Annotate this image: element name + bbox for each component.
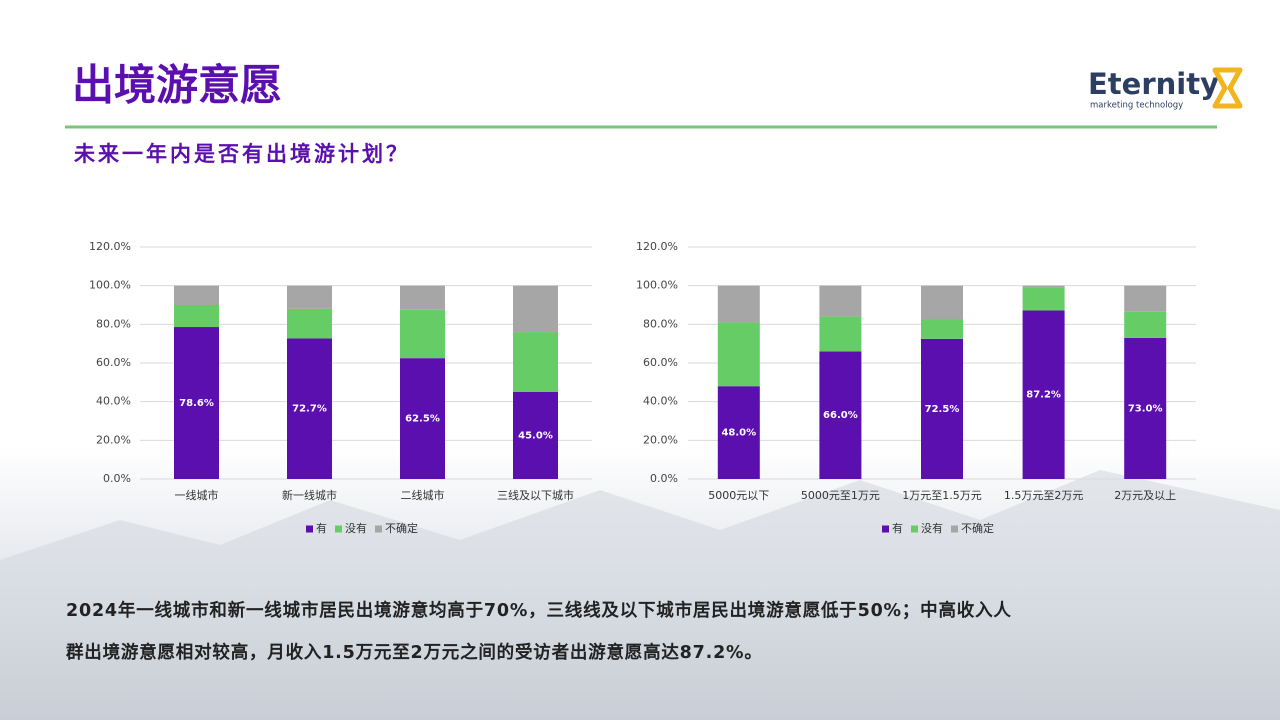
bar-segment	[1124, 337, 1167, 479]
bar-segment	[174, 305, 219, 328]
bar-segment	[1022, 285, 1065, 288]
x-tick-label: 新一线城市	[282, 488, 337, 502]
y-tick-label: 120.0%	[636, 240, 678, 253]
bar-segment	[1124, 311, 1167, 338]
bar-segment	[921, 319, 963, 339]
legend-swatch	[911, 525, 918, 533]
x-tick-label: 5000元以下	[708, 489, 769, 502]
data-label: 73.0%	[1128, 403, 1163, 414]
data-label: 72.7%	[292, 404, 327, 415]
x-tick-label: 2万元及以上	[1114, 489, 1176, 502]
y-tick-label: 100.0%	[89, 279, 131, 292]
legend-swatch	[951, 525, 958, 533]
bar-segment	[921, 338, 963, 479]
data-label: 78.6%	[179, 398, 214, 409]
legend-swatch	[335, 525, 342, 533]
x-tick-label: 一线城市	[175, 488, 219, 502]
legend-label: 没有	[345, 521, 367, 535]
logo-name: Eternity	[1088, 67, 1219, 101]
bar-segment	[513, 392, 558, 479]
x-tick-label: 1.5万元至2万元	[1004, 489, 1084, 502]
bar-segment	[400, 309, 445, 359]
body-text: 群出境游意愿相对较高，月收入1.5万元至2万元之间的受访者出游意愿高达87.2%…	[66, 642, 763, 663]
legend-swatch	[375, 525, 382, 533]
page-title: 出境游意愿	[72, 61, 282, 110]
bar-segment	[819, 351, 862, 479]
legend-swatch	[882, 525, 889, 533]
x-tick-label: 二线城市	[401, 488, 445, 502]
y-tick-label: 60.0%	[643, 356, 678, 369]
bar-segment	[1124, 285, 1167, 312]
subtitle: 未来一年内是否有出境游计划？	[74, 142, 410, 166]
bar-segment	[717, 386, 760, 479]
data-label: 48.0%	[721, 428, 756, 439]
y-tick-label: 40.0%	[96, 395, 131, 408]
data-label: 66.0%	[823, 410, 858, 421]
mountain	[0, 470, 1280, 720]
y-tick-label: 0.0%	[650, 472, 678, 485]
y-tick-label: 20.0%	[643, 433, 678, 446]
body-text: 2024年一线城市和新一线城市居民出境游意均高于70%，三线线及以下城市居民出境…	[66, 600, 1012, 621]
bar-segment	[513, 285, 558, 333]
bar-segment	[513, 332, 558, 392]
bar-segment	[819, 285, 862, 317]
bar-segment	[717, 322, 760, 387]
bar-segment	[1022, 287, 1065, 311]
bar-segment	[174, 327, 219, 479]
bar-segment	[287, 285, 332, 309]
y-tick-label: 0.0%	[103, 472, 131, 485]
y-tick-label: 40.0%	[643, 395, 678, 408]
bar-segment	[400, 358, 445, 479]
data-label: 72.5%	[925, 404, 960, 415]
y-tick-label: 60.0%	[96, 356, 131, 369]
logo-tagline: marketing technology	[1090, 101, 1183, 111]
bar-segment	[174, 285, 219, 305]
data-label: 62.5%	[405, 414, 440, 425]
bar-segment	[921, 285, 963, 320]
y-tick-label: 80.0%	[96, 317, 131, 330]
legend-swatch	[306, 525, 313, 533]
legend-label: 没有	[921, 521, 943, 535]
data-label: 45.0%	[518, 431, 553, 442]
y-tick-label: 80.0%	[643, 317, 678, 330]
x-tick-label: 5000元至1万元	[801, 489, 880, 502]
bar-segment	[819, 316, 862, 352]
legend-label: 不确定	[385, 521, 418, 535]
bar-segment	[717, 285, 760, 323]
y-tick-label: 20.0%	[96, 433, 131, 446]
bar-segment	[287, 338, 332, 479]
bar-segment	[1022, 310, 1065, 479]
y-tick-label: 100.0%	[636, 279, 678, 292]
bar-segment	[287, 308, 332, 339]
bar-segment	[400, 285, 445, 310]
legend-label: 不确定	[961, 521, 994, 535]
y-tick-label: 120.0%	[89, 240, 131, 253]
x-tick-label: 1万元至1.5万元	[902, 489, 982, 502]
x-tick-label: 三线及以下城市	[497, 488, 574, 502]
legend-label: 有	[892, 521, 903, 535]
data-label: 87.2%	[1026, 390, 1061, 401]
logo-icon	[1212, 67, 1243, 109]
legend-label: 有	[316, 521, 327, 535]
